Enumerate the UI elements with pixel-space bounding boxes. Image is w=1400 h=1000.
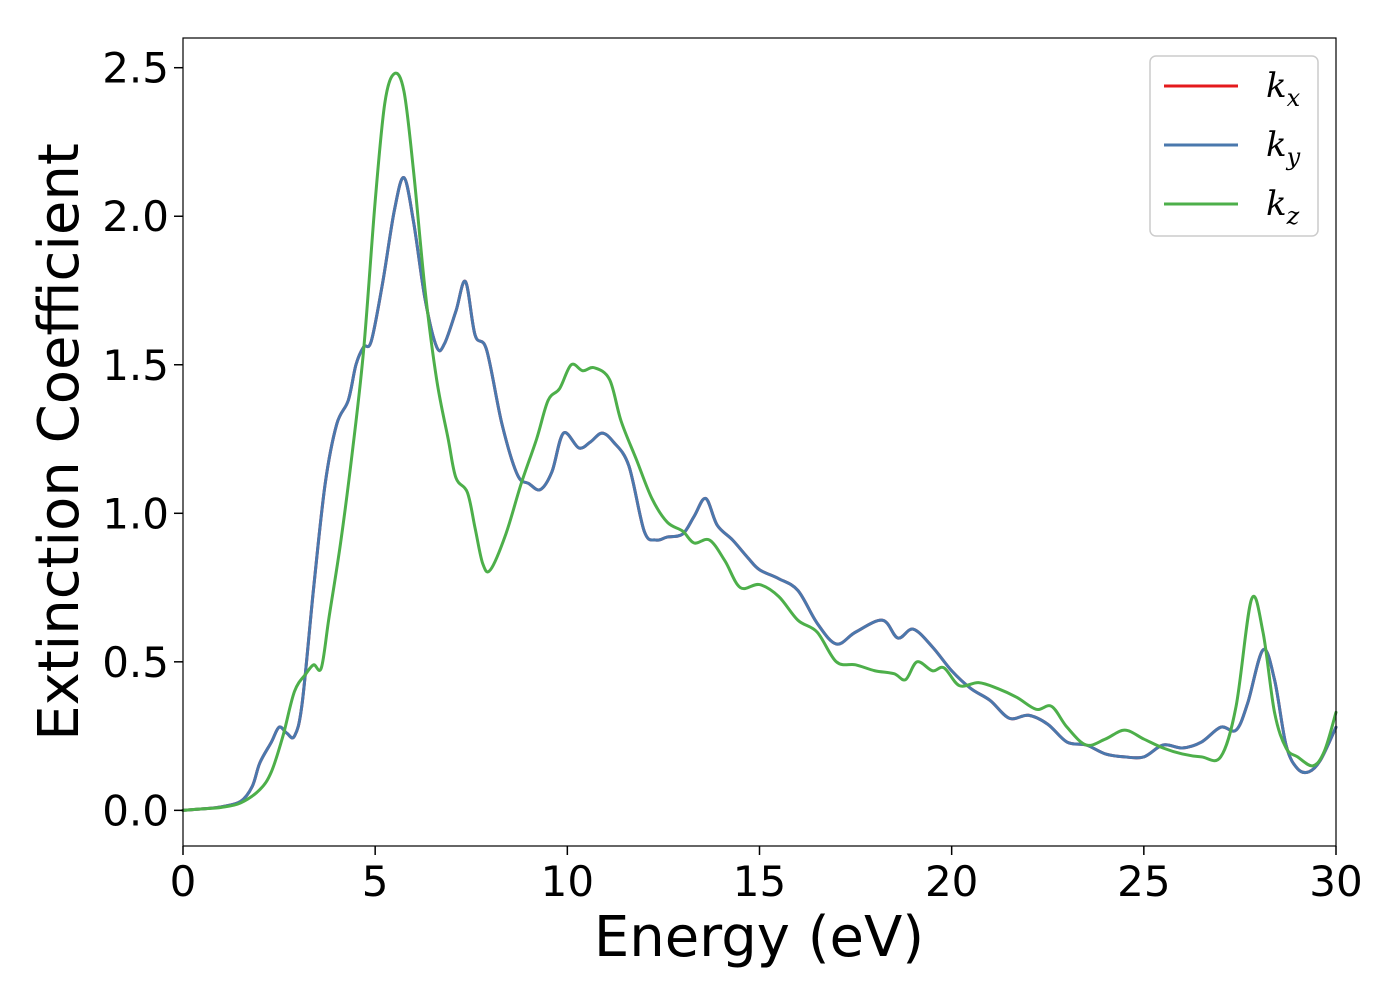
series-line-y	[181, 176, 1338, 812]
x-tick-label: 15	[733, 857, 786, 906]
y-tick-label: 2.0	[102, 192, 169, 241]
y-tick-label: 0.0	[102, 786, 169, 835]
x-tick-label: 25	[1117, 857, 1170, 906]
series-line-z	[181, 71, 1338, 812]
x-tick-label: 30	[1309, 857, 1362, 906]
x-tick-label: 20	[925, 857, 978, 906]
x-axis-label: Energy (eV)	[594, 905, 924, 970]
y-tick-label: 1.5	[102, 341, 169, 390]
y-tick-label: 1.0	[102, 489, 169, 538]
x-tick-label: 0	[170, 857, 197, 906]
plot-area	[183, 38, 1336, 846]
y-tick-label: 0.5	[102, 638, 169, 687]
ticks-layer: 0 5 10 15 20 25 30 0.0 0.5 1.0 1.5 2.0 2.5	[102, 44, 1363, 906]
series-layer	[181, 71, 1338, 812]
x-tick-label: 10	[541, 857, 594, 906]
x-tick-label: 5	[362, 857, 389, 906]
y-axis-label: Extinction Coefficient	[27, 143, 92, 741]
y-tick-label: 2.5	[102, 44, 169, 93]
